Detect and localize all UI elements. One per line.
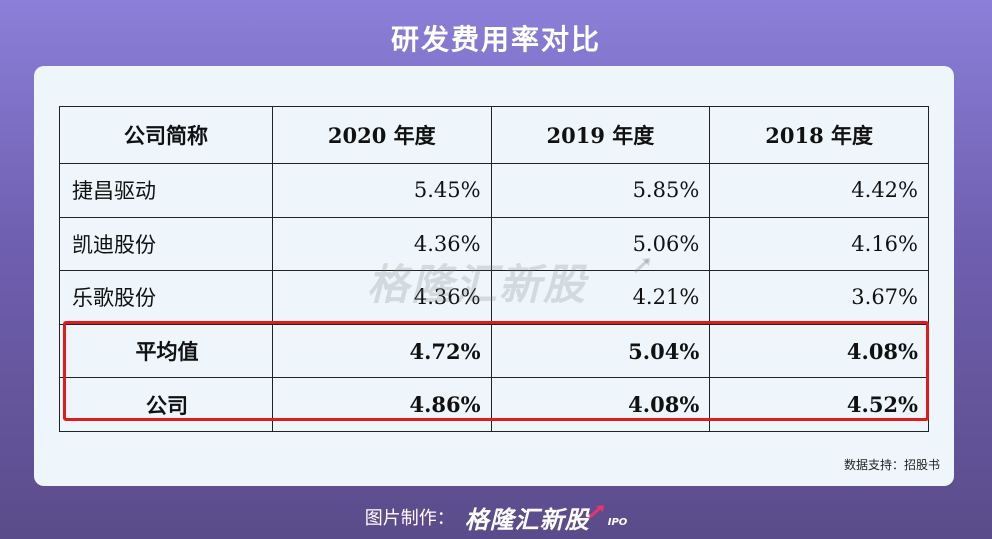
header-2020: 2020 年度 <box>271 106 492 164</box>
footer: 图片制作： 格隆汇新股 IPO <box>0 502 992 534</box>
cell-2019: 4.08% <box>490 377 711 432</box>
cell-2020: 4.36% <box>271 216 492 272</box>
row-company-name: 公司 <box>59 377 273 432</box>
cell-2019: 5.85% <box>490 163 711 218</box>
cell-2020: 4.86% <box>271 377 492 432</box>
header-company: 公司简称 <box>59 106 273 164</box>
row-company-name: 凯迪股份 <box>59 216 273 272</box>
table-row-average: 平均值 4.72% 5.04% 4.08% <box>59 323 929 379</box>
row-company-name: 平均值 <box>59 323 273 379</box>
cell-2018: 4.16% <box>709 216 929 272</box>
row-company-name: 捷昌驱动 <box>59 163 273 218</box>
table-row: 乐歌股份 4.36% 4.21% 3.67% <box>59 270 929 325</box>
footer-ipo: IPO <box>607 517 628 528</box>
brand-arrow-icon <box>588 505 604 519</box>
table-row: 捷昌驱动 5.45% 5.85% 4.42% <box>59 163 929 218</box>
highlight-box <box>63 321 929 421</box>
cell-2020: 5.45% <box>271 163 492 218</box>
data-source: 数据支持：招股书 <box>843 458 940 472</box>
table-card: 公司简称 2020 年度 2019 年度 2018 年度 捷昌驱动 5.45% … <box>34 66 954 486</box>
cell-2020: 4.36% <box>271 270 492 325</box>
footer-brand: 格隆汇新股 <box>464 505 590 534</box>
cell-2018: 4.42% <box>709 163 929 218</box>
cell-2020: 4.72% <box>271 323 492 379</box>
watermark-arrow-icon <box>633 258 650 274</box>
cell-2019: 5.06% <box>490 216 711 272</box>
footer-label: 图片制作： <box>364 508 455 529</box>
page-title: 研发费用率对比 <box>390 23 601 56</box>
table-row: 凯迪股份 4.36% 5.06% 4.16% <box>59 216 929 272</box>
cell-2018: 4.08% <box>709 323 929 379</box>
table-wrapper: 公司简称 2020 年度 2019 年度 2018 年度 捷昌驱动 5.45% … <box>59 106 929 432</box>
header-2019: 2019 年度 <box>490 106 711 164</box>
rd-expense-table: 公司简称 2020 年度 2019 年度 2018 年度 捷昌驱动 5.45% … <box>59 106 929 432</box>
header-2018: 2018 年度 <box>709 106 929 164</box>
table-header-row: 公司简称 2020 年度 2019 年度 2018 年度 <box>59 106 929 164</box>
row-company-name: 乐歌股份 <box>59 270 273 325</box>
watermark-text: 格隆汇新股 <box>367 260 588 309</box>
table-row-company: 公司 4.86% 4.08% 4.52% <box>59 377 929 432</box>
cell-2018: 3.67% <box>709 270 929 325</box>
